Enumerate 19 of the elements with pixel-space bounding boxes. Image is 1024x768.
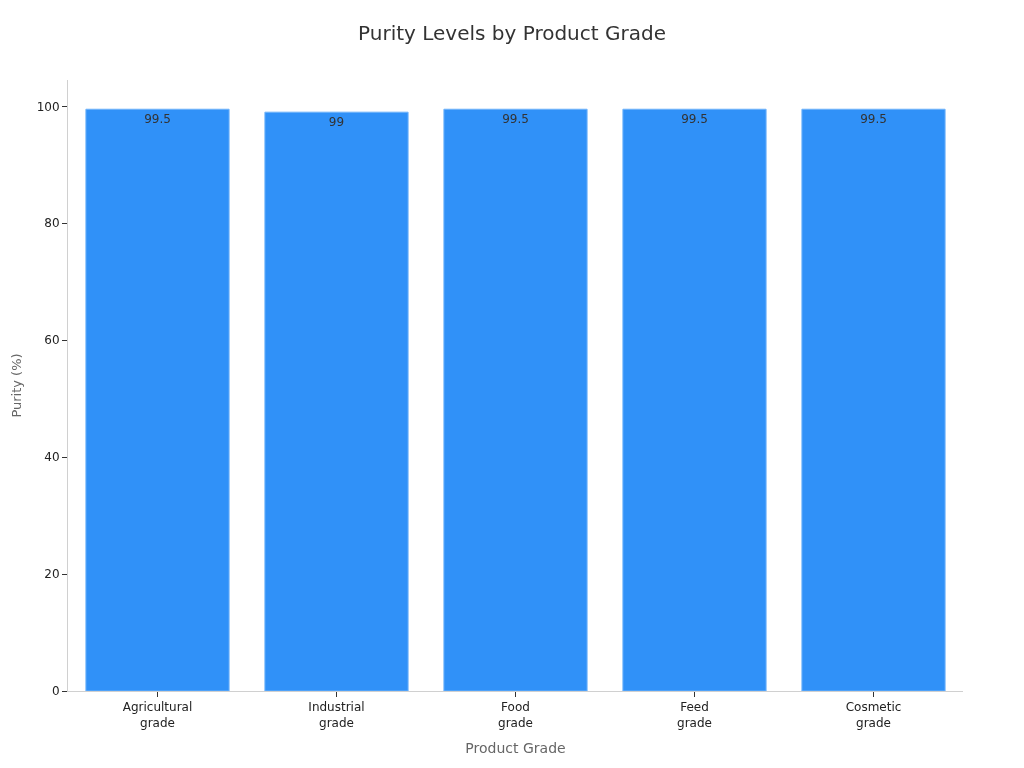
y-tick-label: 100 xyxy=(36,99,60,114)
data-label: 99.5 xyxy=(681,112,708,127)
y-tick-label: 40 xyxy=(44,450,60,465)
x-tick-label: Industrial grade xyxy=(308,700,365,730)
data-label: 99.5 xyxy=(502,112,529,127)
data-label: 99.5 xyxy=(144,112,171,127)
y-tick-label: 60 xyxy=(44,333,60,348)
x-axis-title: Product Grade xyxy=(465,740,566,757)
x-tick-label: Agricultural grade xyxy=(122,700,193,730)
y-tick-label: 80 xyxy=(44,216,60,231)
data-label: 99 xyxy=(328,115,345,130)
x-tick-label: Food grade xyxy=(498,700,533,730)
y-tick-label: 20 xyxy=(44,567,60,582)
y-tick-label: 0 xyxy=(51,684,60,699)
chart-title: Purity Levels by Product Grade xyxy=(358,21,666,46)
x-tick-label: Feed grade xyxy=(677,700,712,730)
data-label: 99.5 xyxy=(860,112,887,127)
y-axis-title: Purity (%) xyxy=(8,353,24,418)
x-tick-label: Cosmetic grade xyxy=(845,700,902,730)
